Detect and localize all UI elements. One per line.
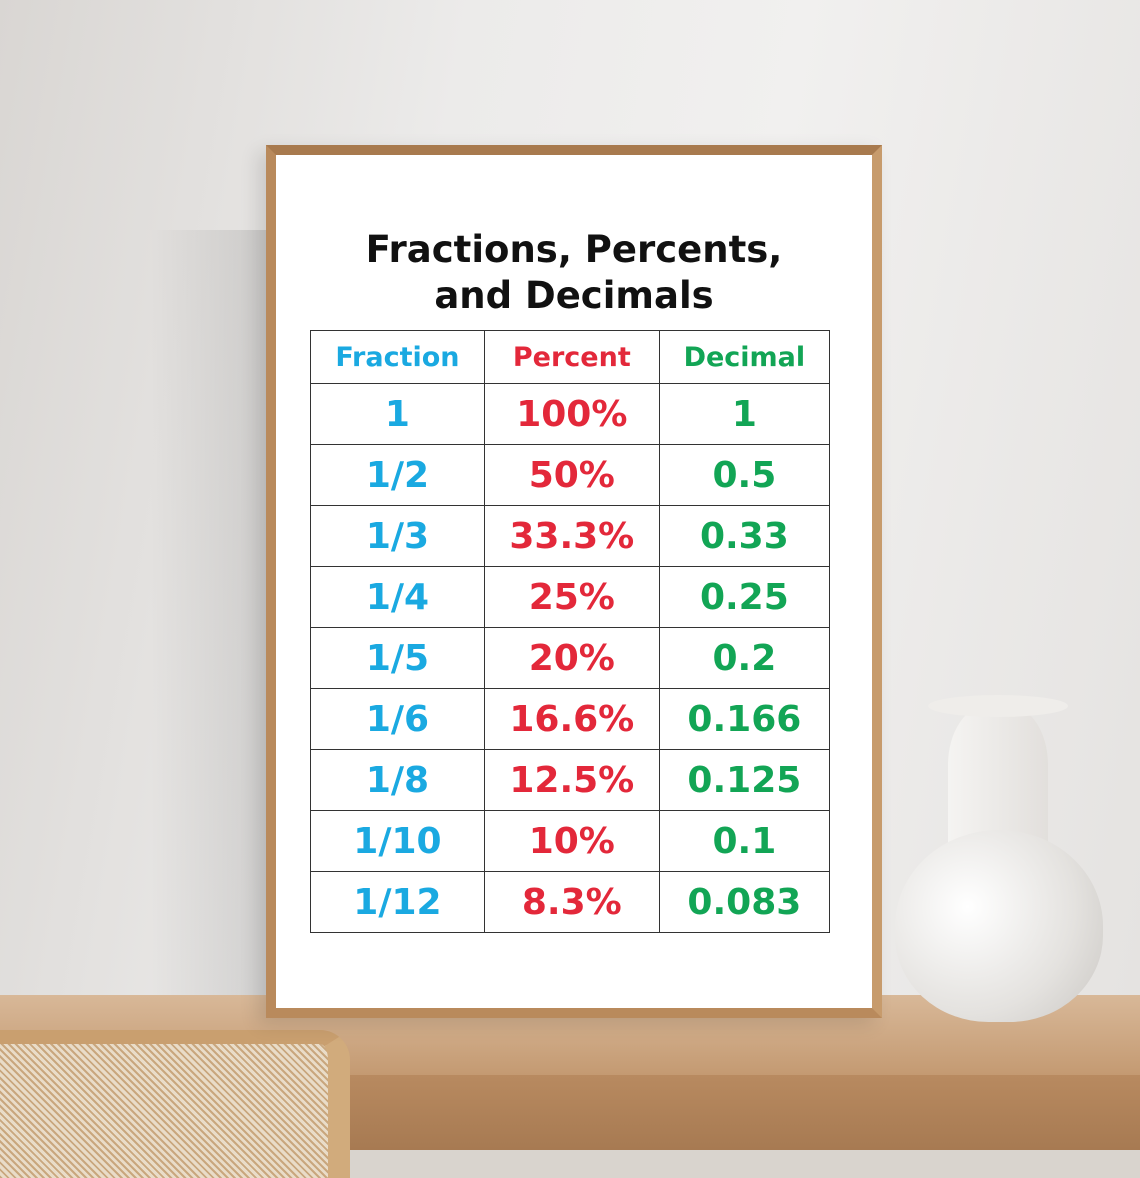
percent-cell: 16.6% bbox=[483, 688, 660, 750]
table-row: 1/8 12.5% 0.125 bbox=[310, 749, 831, 811]
header-percent: Percent bbox=[483, 330, 660, 384]
fraction-cell: 1/6 bbox=[310, 688, 485, 750]
table-row: 1/6 16.6% 0.166 bbox=[310, 688, 831, 750]
decimal-cell: 0.125 bbox=[658, 749, 831, 811]
fraction-cell: 1/10 bbox=[310, 810, 485, 872]
fraction-cell: 1/3 bbox=[310, 505, 485, 567]
header-decimal: Decimal bbox=[658, 330, 831, 384]
table-row: 1/3 33.3% 0.33 bbox=[310, 505, 831, 567]
title-line-1: Fractions, Percents, bbox=[365, 228, 783, 271]
fraction-cell: 1 bbox=[310, 383, 485, 445]
percent-cell: 12.5% bbox=[483, 749, 660, 811]
fraction-cell: 1/4 bbox=[310, 566, 485, 628]
table-row: 1/10 10% 0.1 bbox=[310, 810, 831, 872]
table-row: 1/5 20% 0.2 bbox=[310, 627, 831, 689]
decimal-cell: 0.166 bbox=[658, 688, 831, 750]
percent-cell: 10% bbox=[483, 810, 660, 872]
table-row: 1 100% 1 bbox=[310, 383, 831, 445]
decimal-cell: 0.33 bbox=[658, 505, 831, 567]
header-fraction: Fraction bbox=[310, 330, 485, 384]
decimal-cell: 0.5 bbox=[658, 444, 831, 506]
rattan-chair bbox=[0, 1030, 350, 1178]
percent-cell: 50% bbox=[483, 444, 660, 506]
percent-cell: 8.3% bbox=[483, 871, 660, 933]
poster-title: Fractions, Percents, and Decimals bbox=[276, 227, 872, 319]
white-vase bbox=[895, 830, 1103, 1022]
table-row: 1/2 50% 0.5 bbox=[310, 444, 831, 506]
table-row: 1/4 25% 0.25 bbox=[310, 566, 831, 628]
percent-cell: 33.3% bbox=[483, 505, 660, 567]
table-row: 1/12 8.3% 0.083 bbox=[310, 871, 831, 933]
decimal-cell: 1 bbox=[658, 383, 831, 445]
conversion-table: Fraction Percent Decimal 1 100% 1 1/2 50% 0.5… bbox=[310, 330, 831, 933]
decimal-cell: 0.2 bbox=[658, 627, 831, 689]
decimal-cell: 0.1 bbox=[658, 810, 831, 872]
decimal-cell: 0.25 bbox=[658, 566, 831, 628]
wall-shadow bbox=[150, 230, 280, 1020]
fraction-cell: 1/8 bbox=[310, 749, 485, 811]
fraction-cell: 1/5 bbox=[310, 627, 485, 689]
vase-lip bbox=[928, 695, 1068, 717]
fraction-cell: 1/2 bbox=[310, 444, 485, 506]
poster-frame: Fractions, Percents, and Decimals Fracti… bbox=[266, 145, 882, 1018]
percent-cell: 20% bbox=[483, 627, 660, 689]
percent-cell: 25% bbox=[483, 566, 660, 628]
decimal-cell: 0.083 bbox=[658, 871, 831, 933]
fraction-cell: 1/12 bbox=[310, 871, 485, 933]
header-row: Fraction Percent Decimal bbox=[310, 330, 831, 384]
title-line-2: and Decimals bbox=[434, 274, 714, 317]
percent-cell: 100% bbox=[483, 383, 660, 445]
